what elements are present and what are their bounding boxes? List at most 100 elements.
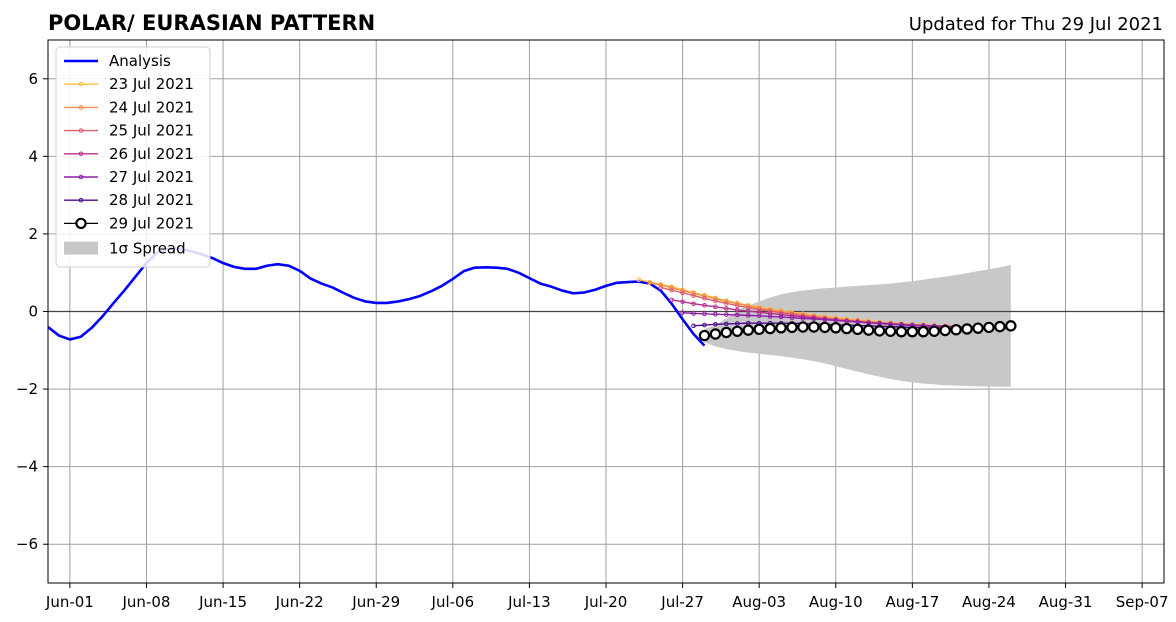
forecast-point: [680, 299, 685, 305]
forecast-point: [702, 296, 707, 301]
x-tick-label: Jul-20: [584, 593, 628, 611]
legend-marker-forecast-1: [78, 81, 84, 87]
legend-label-forecast-6: 28 Jul 2021: [109, 191, 194, 209]
current-forecast-point: [731, 325, 743, 337]
current-forecast-point: [1005, 320, 1017, 332]
legend-label-current-forecast: 29 Jul 2021: [109, 214, 194, 232]
x-tick-label: Aug-10: [809, 593, 863, 611]
x-tick-label: Jun-15: [198, 593, 247, 611]
forecast-point: [756, 307, 762, 312]
x-tick-label: Aug-24: [962, 593, 1016, 611]
current-forecast-point: [906, 325, 919, 338]
y-tick-label: 4: [28, 147, 38, 165]
forecast-point: [680, 310, 685, 315]
y-tick-label: 0: [28, 303, 38, 321]
x-tick-label: Jun-01: [45, 593, 94, 611]
forecast-point: [767, 314, 773, 319]
legend-box: [55, 46, 211, 268]
axes-frame: [47, 39, 1165, 584]
current-forecast-point: [917, 325, 929, 338]
current-forecast-point: [742, 324, 754, 336]
forecast-point: [822, 317, 828, 322]
legend-marker-forecast-5: [78, 174, 84, 180]
forecast-point: [691, 293, 696, 298]
chart-title: POLAR/ EURASIAN PATTERN: [48, 11, 375, 35]
current-forecast-point: [950, 324, 962, 336]
legend-marker-current-forecast: [75, 217, 87, 230]
current-forecast-point: [764, 322, 776, 335]
legend-marker-forecast-4: [78, 151, 84, 157]
current-forecast-point: [884, 325, 897, 337]
forecast-point: [713, 298, 718, 304]
legend-label-forecast-4: 26 Jul 2021: [109, 145, 194, 163]
legend-label-forecast-1: 23 Jul 2021: [109, 75, 194, 93]
legend-marker-forecast-6: [78, 197, 84, 203]
legend-label-spread: 1σ Spread: [109, 240, 186, 258]
legend-marker-forecast-2: [78, 105, 84, 110]
current-forecast-point: [961, 323, 973, 335]
legend-label-forecast-3: 25 Jul 2021: [109, 122, 194, 140]
x-tick-label: Aug-31: [1039, 593, 1093, 611]
legend-label-analysis: Analysis: [109, 52, 171, 70]
forecast-point: [702, 322, 707, 328]
current-forecast-point: [983, 321, 995, 334]
forecast-point: [734, 312, 740, 318]
forecast-point: [756, 313, 762, 319]
x-tick-label: Sep-07: [1116, 593, 1169, 611]
current-forecast-point: [786, 321, 798, 334]
current-forecast-point: [994, 320, 1006, 333]
y-tick-label: 2: [28, 225, 38, 243]
x-tick-label: Jun-29: [351, 593, 400, 611]
current-forecast-point: [753, 323, 765, 336]
forecast-point: [680, 290, 685, 296]
forecast-point: [658, 285, 664, 290]
current-forecast-point: [720, 326, 733, 339]
forecast-point: [658, 282, 664, 288]
y-tick-label: −4: [16, 458, 38, 476]
forecast-point: [691, 301, 696, 307]
current-forecast-point: [709, 328, 722, 340]
y-tick-label: 6: [28, 70, 38, 88]
current-forecast-point: [851, 323, 864, 336]
forecast-point: [734, 303, 740, 308]
x-tick-label: Jun-08: [122, 593, 171, 611]
forecast-point: [724, 301, 729, 306]
forecast-point: [647, 280, 653, 286]
x-tick-label: Jul-06: [431, 593, 475, 611]
forecast-point: [724, 312, 729, 317]
current-forecast-point: [928, 325, 940, 337]
x-tick-label: Jul-27: [660, 593, 704, 611]
forecast-point: [734, 321, 740, 326]
legend-label-forecast-5: 27 Jul 2021: [109, 168, 194, 186]
forecast-point: [636, 277, 642, 282]
current-forecast-point: [939, 324, 951, 337]
y-tick-label: −6: [16, 535, 38, 553]
plot-area: Jun-01 Jun-08 Jun-15 Jun-22 Jun-29 Jul-06 Jul-…: [16, 39, 1169, 611]
forecast-point: [691, 323, 696, 329]
current-forecast-point: [775, 322, 787, 334]
forecast-point: [713, 311, 718, 317]
forecast-point: [713, 304, 718, 310]
forecast-point: [734, 307, 740, 313]
x-tick-label: Jun-22: [275, 593, 324, 611]
chart-subtitle: Updated for Thu 29 Jul 2021: [909, 14, 1163, 35]
forecast-point: [789, 315, 795, 321]
y-tick-label: −2: [16, 380, 38, 398]
legend: Analysis 23 Jul 2021 24 Jul 2021 25 Jul 202…: [55, 46, 211, 268]
current-forecast-point: [841, 322, 853, 335]
legend-label-forecast-2: 24 Jul 2021: [109, 98, 194, 116]
current-forecast-point: [830, 322, 842, 334]
current-forecast-point: [972, 322, 984, 334]
x-tick-label: Aug-03: [732, 593, 786, 611]
forecast-point: [724, 306, 729, 311]
current-forecast-point: [873, 325, 886, 337]
current-forecast-point: [895, 325, 908, 338]
forecast-point: [702, 311, 707, 317]
forecast-point: [800, 316, 806, 321]
current-forecast-point: [862, 324, 875, 336]
x-tick-label: Jul-13: [507, 593, 551, 611]
current-forecast-point: [819, 321, 831, 334]
legend-marker-forecast-3: [78, 128, 84, 133]
forecast-point: [724, 321, 729, 327]
